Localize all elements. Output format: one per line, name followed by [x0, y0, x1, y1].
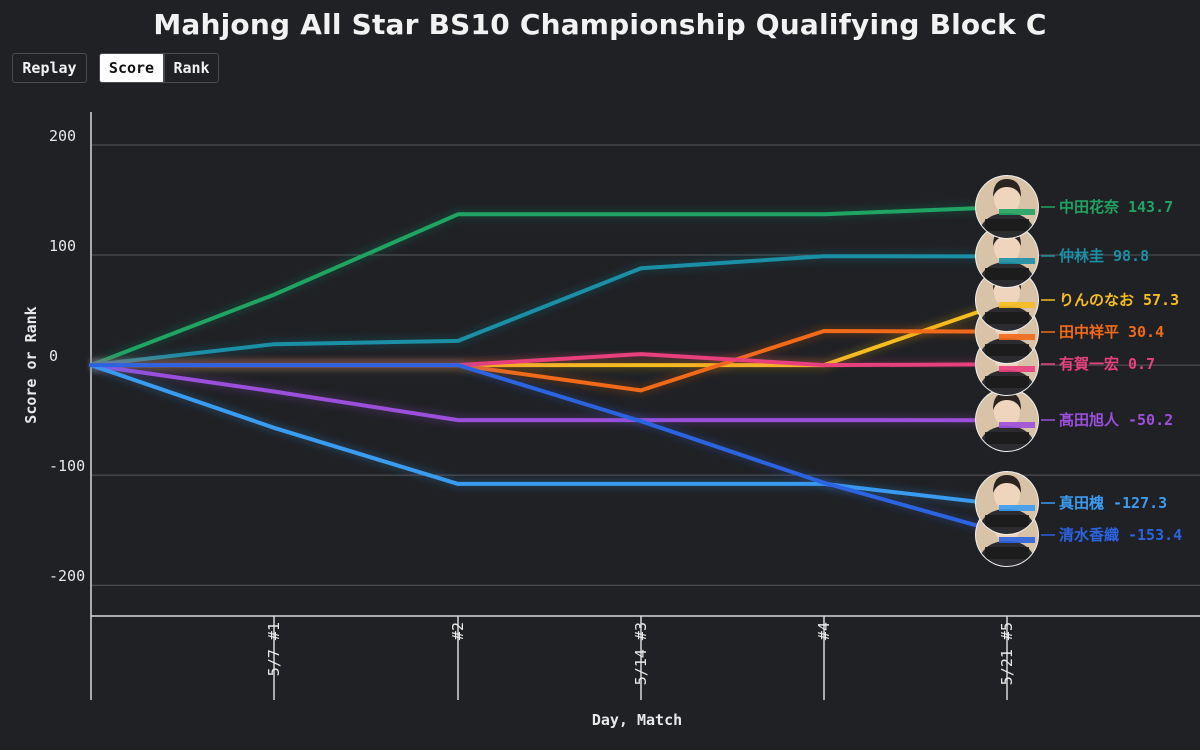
- avatar-badge: [999, 537, 1035, 543]
- y-tick-label: 0: [49, 347, 58, 365]
- x-axis-label: Day, Match: [592, 711, 682, 729]
- series-value-label: 143.7: [1128, 198, 1173, 216]
- x-tick-label: 5/21 #5: [998, 622, 1016, 685]
- avatar-face: [994, 397, 1020, 427]
- series-value-label: -127.3: [1113, 494, 1167, 512]
- y-tick-label: 100: [49, 237, 76, 255]
- avatar-name-plate: [985, 219, 1029, 231]
- series-value-label: -50.2: [1128, 411, 1173, 429]
- series-value-label: 0.7: [1128, 355, 1155, 373]
- avatar-badge: [999, 258, 1035, 264]
- avatar-name-plate: [985, 547, 1029, 559]
- avatar-face: [994, 184, 1020, 214]
- x-tick-label: #4: [815, 622, 833, 640]
- series-name-label: 有賀一宏: [1059, 355, 1119, 373]
- player-avatar: [975, 175, 1039, 239]
- x-tick-label: 5/14 #3: [632, 622, 650, 685]
- series-name-label: 中田花奈: [1059, 198, 1120, 216]
- avatar-hair: [993, 179, 1021, 197]
- avatar-badge: [999, 505, 1035, 511]
- series-value-label: -153.4: [1128, 526, 1182, 544]
- series-value-label: 57.3: [1143, 291, 1179, 309]
- avatar-hair: [993, 475, 1021, 493]
- player-avatar: [975, 268, 1039, 332]
- series-name-label: 髙田旭人: [1059, 411, 1120, 429]
- player-avatar: [975, 471, 1039, 535]
- series-name-label: 田中祥平: [1059, 323, 1119, 341]
- x-tick-label: #2: [449, 622, 467, 640]
- avatar-portrait: [976, 176, 1038, 238]
- avatar-name-plate: [985, 344, 1029, 356]
- avatar-name-plate: [985, 312, 1029, 324]
- avatar-name-plate: [985, 515, 1029, 527]
- y-axis-label: Score or Rank: [22, 306, 40, 423]
- rank-toggle-button[interactable]: Rank: [164, 53, 219, 83]
- series-lines: [88, 201, 1009, 540]
- y-tick-label: -100: [49, 457, 85, 475]
- y-tick-label: -200: [49, 567, 85, 585]
- series-line: [89, 205, 1009, 368]
- avatar-badge: [999, 334, 1035, 340]
- avatar-badge: [999, 366, 1035, 372]
- score-toggle-button[interactable]: Score: [99, 53, 164, 83]
- series-line: [89, 254, 1009, 368]
- series-name-label: りんのなお: [1059, 291, 1134, 309]
- axes: Score or Rank Day, Match: [22, 112, 1200, 729]
- avatar-name-plate: [985, 432, 1029, 444]
- series-name-label: 真田槐: [1059, 494, 1104, 512]
- series-name-label: 清水香織: [1059, 526, 1119, 544]
- series-line-glow: [88, 201, 1008, 371]
- avatar-face: [994, 233, 1020, 263]
- chart-title: Mahjong All Star BS10 Championship Quali…: [153, 8, 1047, 41]
- avatar-face: [994, 480, 1020, 510]
- avatar-portrait: [976, 472, 1038, 534]
- avatar-name-plate: [985, 268, 1029, 280]
- avatar-badge: [999, 422, 1035, 428]
- series-value-label: 30.4: [1128, 323, 1164, 341]
- series-name-label: 仲林圭: [1059, 247, 1104, 265]
- replay-button[interactable]: Replay: [12, 53, 87, 83]
- player-avatar: [975, 388, 1039, 452]
- avatar-portrait: [976, 269, 1038, 331]
- avatars: [975, 175, 1039, 567]
- avatar-name-plate: [985, 376, 1029, 388]
- series-value-label: 98.8: [1113, 247, 1149, 265]
- avatar-hair: [993, 392, 1021, 410]
- series-line: [89, 363, 1009, 536]
- series-line: [89, 363, 1009, 423]
- x-tick-label: 5/7 #1: [265, 622, 283, 676]
- avatar-badge: [999, 209, 1035, 215]
- avatar-portrait: [976, 389, 1038, 451]
- avatar-badge: [999, 302, 1035, 308]
- y-tick-label: 200: [49, 127, 76, 145]
- end-labels: 中田花奈 143.7 仲林圭 98.8 りんのなお 57.3 田中祥平 30.4 有賀一宏 0.7…: [1041, 198, 1182, 544]
